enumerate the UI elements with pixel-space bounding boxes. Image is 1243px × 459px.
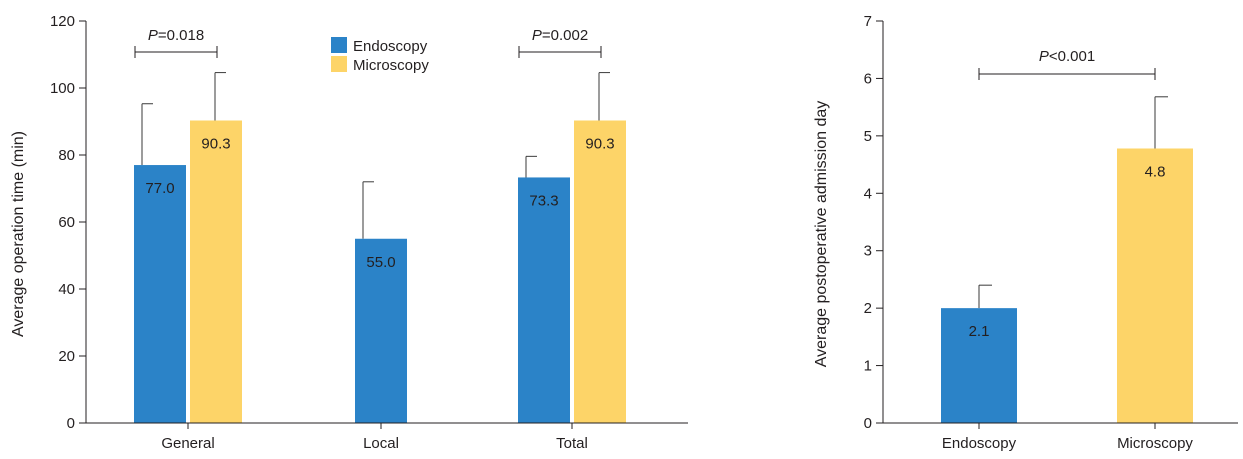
right-y-tick-label: 0 [864,415,872,432]
bar-microscopy-total [574,120,626,424]
right-y-tick-label: 1 [864,358,872,375]
right-y-tick-label: 6 [864,70,872,87]
left-y-tick-label: 20 [58,348,75,365]
right-y-tick-label: 2 [864,300,872,317]
p-value-label: P=0.002 [532,27,588,44]
bar-microscopy [1117,148,1193,423]
left-y-tick-label: 80 [58,147,75,164]
legend-swatch-endoscopy [331,37,347,53]
bar-endoscopy-total [518,177,570,423]
left-y-axis: 0 20 40 60 80 100 120 [50,13,87,432]
p-value-label: P=0.018 [148,27,204,44]
left-y-tick-label: 0 [67,415,75,432]
right-bars: 2.1 4.8 [941,96,1193,423]
p-value-label: P<0.001 [1039,48,1095,65]
left-bars: 77.0 90.3 55.0 73.3 90.3 [134,72,626,424]
bar-value-label: 4.8 [1145,163,1166,180]
admission-day-chart: Average postoperative admission day 0 1 2 3… [813,13,1238,452]
left-x-axis: General Local Total [86,422,688,452]
legend-label-microscopy: Microscopy [353,57,429,74]
right-y-tick-label: 3 [864,243,872,260]
left-y-tick-label: 100 [50,80,75,97]
right-y-tick-label: 5 [864,128,872,145]
bar-value-label: 90.3 [201,135,230,152]
right-x-axis: Endoscopy Microscopy [883,422,1238,452]
right-x-tick-label: Endoscopy [942,435,1017,452]
legend: Endoscopy Microscopy [331,37,429,74]
bar-endoscopy [941,308,1017,423]
left-y-axis-title: Average operation time (min) [10,131,27,337]
right-y-tick-label: 7 [864,13,872,30]
legend-swatch-microscopy [331,56,347,72]
left-x-tick-label: Local [363,435,399,452]
left-y-tick-label: 60 [58,214,75,231]
right-significance-annotations: P<0.001 [978,48,1156,80]
operation-time-chart: Average operation time (min) 0 20 40 60 80 10… [10,13,688,452]
bar-value-label: 2.1 [969,323,990,340]
left-x-tick-label: General [161,435,214,452]
right-x-tick-label: Microscopy [1117,435,1193,452]
left-x-tick-label: Total [556,435,588,452]
bar-microscopy-general [190,120,242,424]
left-significance-annotations: P=0.018 P=0.002 [134,27,602,58]
bar-value-label: 73.3 [529,192,558,209]
left-y-tick-label: 120 [50,13,75,30]
right-y-axis-title: Average postoperative admission day [813,101,830,368]
bar-value-label: 55.0 [366,254,395,271]
left-y-tick-label: 40 [58,281,75,298]
legend-label-endoscopy: Endoscopy [353,38,428,55]
bar-endoscopy-local [355,238,407,423]
bar-endoscopy-general [134,165,186,424]
bar-value-label: 90.3 [585,135,614,152]
bar-value-label: 77.0 [145,180,174,197]
right-y-tick-label: 4 [864,185,872,202]
right-y-axis: 0 1 2 3 4 5 6 7 [864,13,884,432]
